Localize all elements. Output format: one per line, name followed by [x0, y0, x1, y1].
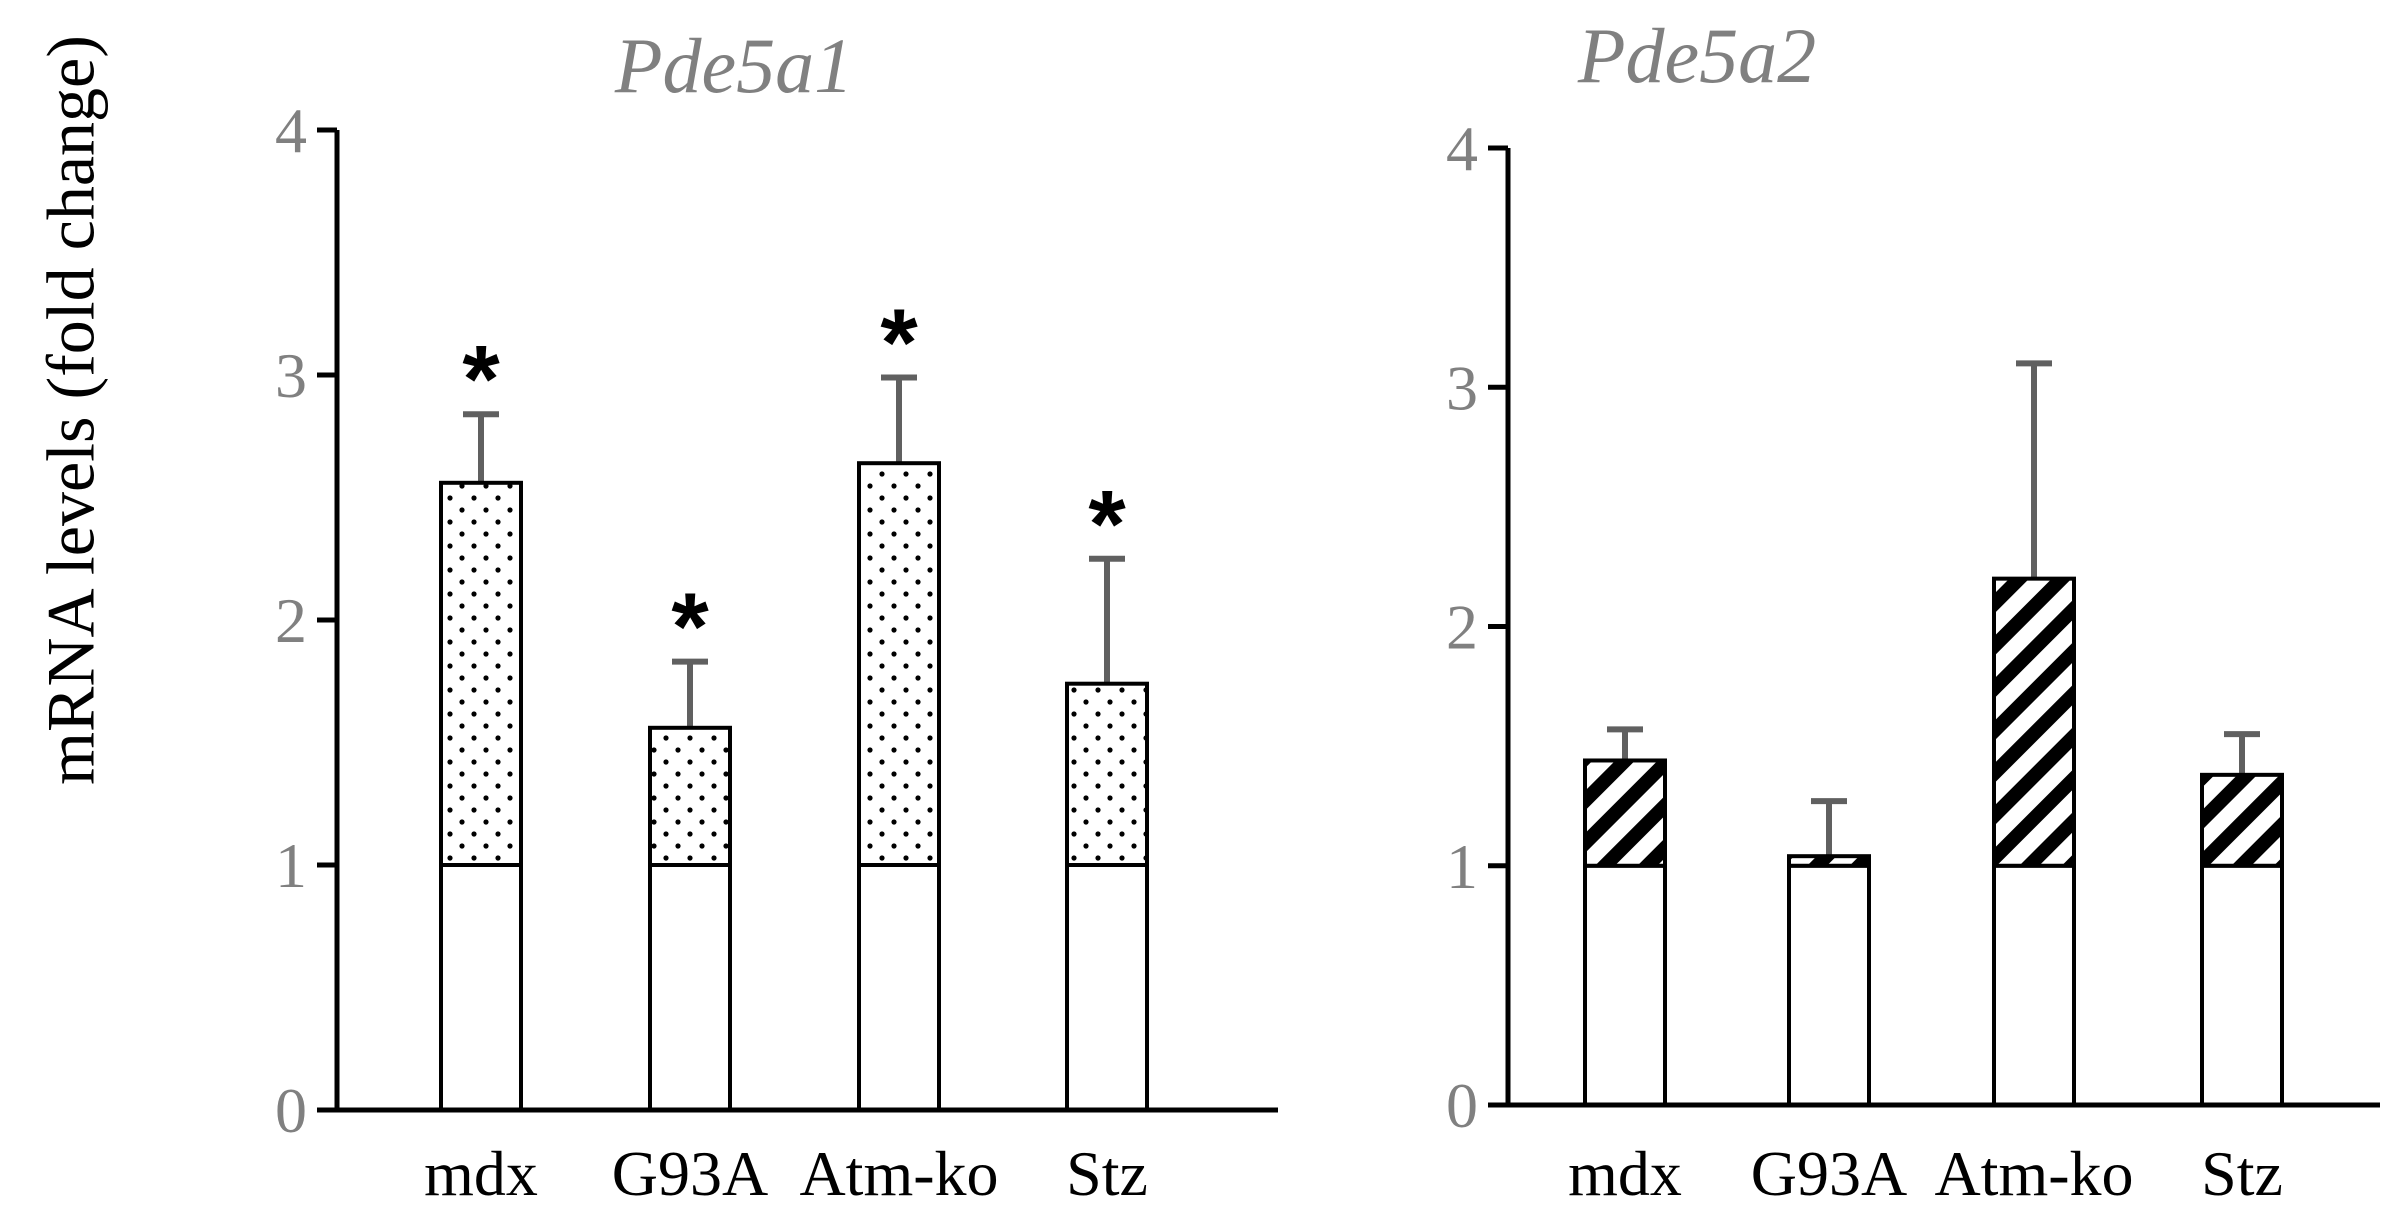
bar-pde5a2-0	[1583, 758, 1667, 868]
significance-star-pde5a1-3: *	[1088, 471, 1126, 578]
bar-baseline-pde5a2-2	[1992, 863, 2076, 1107]
y-tick-label-pde5a1-2: 2	[275, 585, 307, 656]
x-tick-label-pde5a2-2: Atm-ko	[1934, 1138, 2133, 1209]
y-tick-label-pde5a1-3: 3	[275, 340, 307, 411]
x-categories-pde5a2: mdx G93A Atm-ko Stz	[1568, 1138, 2283, 1209]
bar-baseline-pde5a2-1	[1787, 863, 1871, 1107]
y-tick-label-pde5a2-2: 2	[1446, 592, 1478, 663]
significance-star-pde5a1-2: *	[880, 289, 918, 396]
y-tick-label-pde5a1-1: 1	[275, 830, 307, 901]
x-tick-label-pde5a1-0: mdx	[424, 1138, 538, 1209]
bar-pde5a2-3	[2200, 772, 2284, 868]
y-tick-label-pde5a1-4: 4	[275, 95, 307, 166]
chart-title-pde5a2: Pde5a2	[1577, 12, 1816, 99]
x-tick-label-pde5a1-2: Atm-ko	[799, 1138, 998, 1209]
bars-pde5a2	[1583, 360, 2284, 1107]
bar-baseline-pde5a2-3	[2200, 863, 2284, 1107]
x-categories-pde5a1: mdx G93A Atm-ko Stz	[424, 1138, 1148, 1209]
y-tick-label-pde5a1-0: 0	[275, 1075, 307, 1146]
x-tick-label-pde5a1-1: G93A	[612, 1138, 768, 1209]
y-ticks-pde5a2: 0 1 2 3 4	[1446, 113, 1508, 1141]
bar-pde5a1-2	[857, 461, 941, 867]
y-tick-label-pde5a2-3: 3	[1446, 352, 1478, 423]
bar-baseline-pde5a1-2	[857, 863, 941, 1112]
bar-pde5a1-0	[439, 480, 523, 867]
bar-baseline-pde5a2-0	[1583, 863, 1667, 1107]
y-tick-label-pde5a2-4: 4	[1446, 113, 1478, 184]
y-ticks-pde5a1: 0 1 2 3 4	[275, 95, 337, 1146]
y-axis-label: mRNA levels (fold change)	[33, 35, 109, 785]
bar-pde5a2-1	[1787, 854, 1871, 868]
y-tick-label-pde5a2-1: 1	[1446, 831, 1478, 902]
chart-title-pde5a1: Pde5a1	[614, 22, 853, 109]
x-tick-label-pde5a1-3: Stz	[1066, 1138, 1148, 1209]
bar-pde5a1-3	[1065, 681, 1149, 868]
y-tick-label-pde5a2-0: 0	[1446, 1070, 1478, 1141]
bar-pde5a1-1	[648, 725, 732, 867]
x-tick-label-pde5a2-0: mdx	[1568, 1138, 1682, 1209]
bar-pde5a2-2	[1992, 576, 2076, 868]
x-tick-label-pde5a2-3: Stz	[2201, 1138, 2283, 1209]
bars-pde5a1: * * * *	[439, 289, 1149, 1112]
significance-star-pde5a1-0: *	[462, 326, 500, 433]
x-tick-label-pde5a2-1: G93A	[1751, 1138, 1907, 1209]
bar-baseline-pde5a1-1	[648, 863, 732, 1112]
chart-panel-pde5a1: Pde5a1 * * * * 0 1 2 3 4 mdx G93A Atm-ko Stz	[275, 22, 1278, 1209]
bar-baseline-pde5a1-0	[439, 863, 523, 1112]
bar-baseline-pde5a1-3	[1065, 863, 1149, 1112]
significance-star-pde5a1-1: *	[671, 574, 709, 681]
chart-panel-pde5a2: Pde5a2 0 1 2 3 4 mdx G93A Atm-ko Stz	[1446, 12, 2380, 1209]
